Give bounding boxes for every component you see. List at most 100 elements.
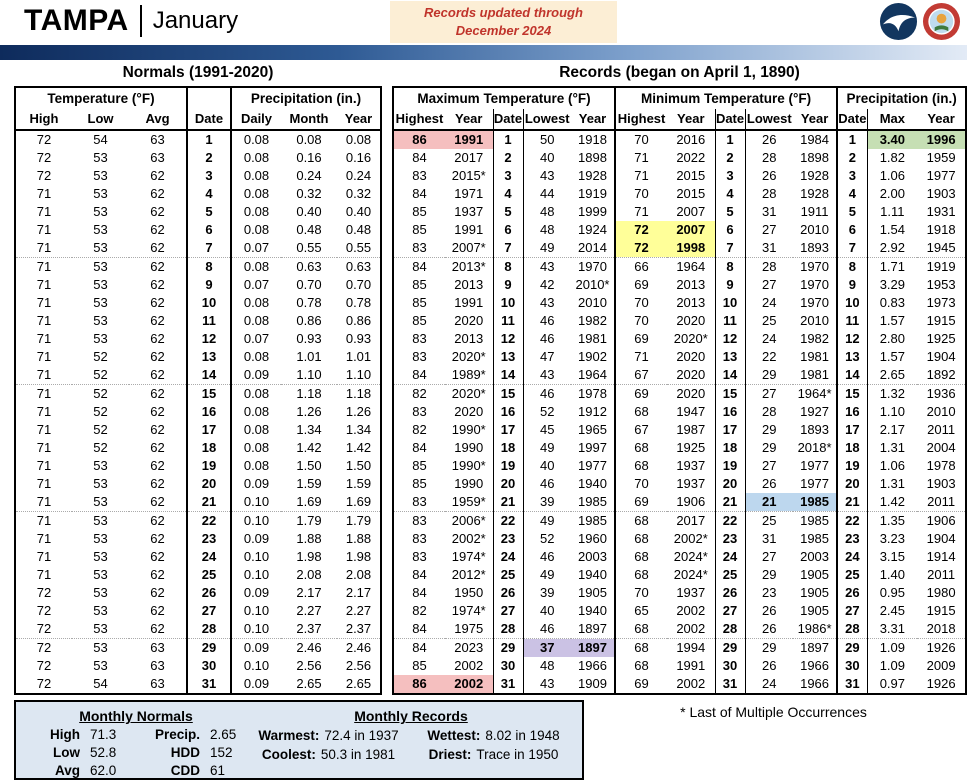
records-cell: 68 — [614, 548, 668, 566]
normals-cell: 0.08 — [243, 186, 270, 201]
records-cell: 1985 — [578, 494, 607, 509]
records-cell: 30 — [836, 657, 868, 675]
records-cell: 69 — [614, 675, 668, 694]
records-cell: 70 — [614, 294, 668, 312]
records-cell: 7 — [492, 239, 524, 258]
normals-cell: 62 — [150, 277, 165, 292]
normals-cell: 71 — [36, 295, 52, 310]
records-cell: 0.95 — [879, 585, 905, 600]
records-cell: 1945 — [926, 240, 956, 255]
records-cell: 84 — [412, 186, 427, 201]
records-cell: 52 — [540, 404, 555, 419]
records-cell: 4 — [492, 185, 524, 203]
summary-record-label: Driest: — [428, 747, 472, 762]
records-title: Records (began on April 1, 1890) — [559, 64, 800, 81]
normals-cell: 62 — [150, 585, 165, 600]
records-column-headers: Highest Year Date Lowest Year Highest Year Date… — [393, 109, 967, 131]
normals-cell: 53 — [93, 222, 108, 237]
records-cell: 2022 — [676, 150, 706, 165]
table-row: 71 52 62 17 0.08 1.34 1.34 — [15, 421, 381, 439]
records-column-header: Max — [867, 109, 918, 131]
records-cell: 18 — [492, 439, 524, 457]
normals-cell: 0.48 — [345, 222, 372, 237]
records-cell: 31 — [492, 675, 524, 694]
records-cell: 2015 — [676, 186, 706, 201]
records-cell: 27 — [836, 602, 868, 620]
normals-column-header: Year — [337, 109, 381, 131]
normals-cell: 62 — [150, 603, 165, 618]
normals-cell: 53 — [93, 204, 108, 219]
normals-cell: 71 — [36, 404, 52, 419]
records-cell: 2020 — [676, 349, 706, 364]
records-cell: 28 — [762, 404, 777, 419]
records-cell: 1931 — [926, 204, 956, 219]
table-row: 84 1971 4 44 1919 70 2015 4 28 1928 4 2.00 1903 — [393, 185, 966, 203]
normals-section: Normals (1991-2020) Temperature (°F) Pre… — [14, 64, 382, 695]
normals-cell: 0.93 — [296, 331, 322, 346]
normals-cell: 2.46 — [281, 638, 337, 657]
records-cell: 24 — [762, 331, 777, 346]
records-table: Maximum Temperature (°F) Minimum Tempera… — [392, 86, 967, 695]
records-cell: 2011 — [927, 422, 956, 437]
normals-cell: 0.10 — [231, 511, 281, 530]
records-cell: 1953 — [926, 277, 956, 292]
records-cell: 1 — [492, 130, 524, 149]
normals-cell: 72 — [36, 585, 52, 600]
header-gradient-bar — [0, 45, 967, 60]
normals-cell: 0.10 — [243, 494, 270, 509]
records-cell: 1.54 — [879, 222, 905, 237]
normals-cell: 62 — [150, 222, 165, 237]
normals-cell: 1.59 — [345, 476, 372, 491]
records-cell: 71 — [614, 149, 668, 167]
records-cell: 2013 — [676, 295, 706, 310]
normals-cell: 0.08 — [296, 132, 322, 147]
records-cell: 11 — [836, 312, 868, 330]
table-row: 71 53 62 8 0.08 0.63 0.63 — [15, 257, 381, 276]
records-cell: 46 — [540, 331, 555, 346]
normals-cell: 0.32 — [345, 186, 372, 201]
records-cell: 0.83 — [879, 295, 905, 310]
records-cell: 25 — [762, 313, 777, 328]
records-cell: 1.11 — [880, 204, 905, 219]
records-cell: 17 — [492, 421, 524, 439]
records-cell: 42 — [540, 277, 555, 292]
normals-cell: 1.18 — [337, 384, 381, 403]
records-cell: 46 — [540, 476, 555, 491]
normals-cell: 28 — [186, 620, 232, 639]
records-cell: 15 — [836, 384, 868, 403]
records-cell: 28 — [762, 150, 777, 165]
records-cell: 27 — [762, 458, 777, 473]
table-row: 71 53 62 25 0.10 2.08 2.08 — [15, 566, 381, 584]
records-cell: 1897 — [571, 638, 616, 657]
records-column-header: Date — [492, 109, 524, 131]
records-cell: 84 — [412, 585, 427, 600]
table-row: 84 2012* 25 49 1940 68 2024* 25 29 1905 25 1.40 2011 — [393, 566, 966, 584]
records-cell: 1964* — [793, 384, 838, 403]
normals-cell: 0.08 — [243, 422, 270, 437]
summary-record-label: Warmest: — [258, 728, 320, 743]
table-row: 85 1937 5 48 1999 71 2007 5 31 1911 5 1.11 1931 — [393, 203, 966, 221]
records-cell: 1966 — [800, 658, 830, 673]
normals-cell: 1.88 — [345, 531, 372, 546]
tables-area: Normals (1991-2020) Temperature (°F) Pre… — [14, 64, 967, 695]
summary-label: HDD — [170, 745, 200, 760]
records-cell: 1928 — [800, 186, 830, 201]
normals-cell: 53 — [72, 638, 129, 657]
records-cell: 2007* — [451, 240, 486, 255]
normals-cell: 8 — [186, 257, 232, 276]
records-cell: 1971 — [454, 186, 484, 201]
normals-cell: 53 — [93, 240, 108, 255]
records-cell: 46 — [540, 313, 555, 328]
records-cell: 46 — [540, 621, 555, 636]
table-row: 72 53 63 29 0.09 2.46 2.46 — [15, 638, 381, 657]
records-cell: 2002* — [673, 531, 708, 546]
summary-record-value: 72.4 in 1937 — [324, 728, 399, 743]
records-cell: 28 — [492, 620, 524, 639]
records-cell: 1970 — [800, 295, 830, 310]
normals-cell: 0.08 — [243, 222, 270, 237]
records-cell: 84 — [412, 567, 427, 582]
records-cell: 27 — [762, 549, 777, 564]
records-cell: 2010 — [800, 222, 830, 237]
records-cell: 2017 — [667, 511, 716, 530]
records-cell: 71 — [614, 167, 668, 185]
